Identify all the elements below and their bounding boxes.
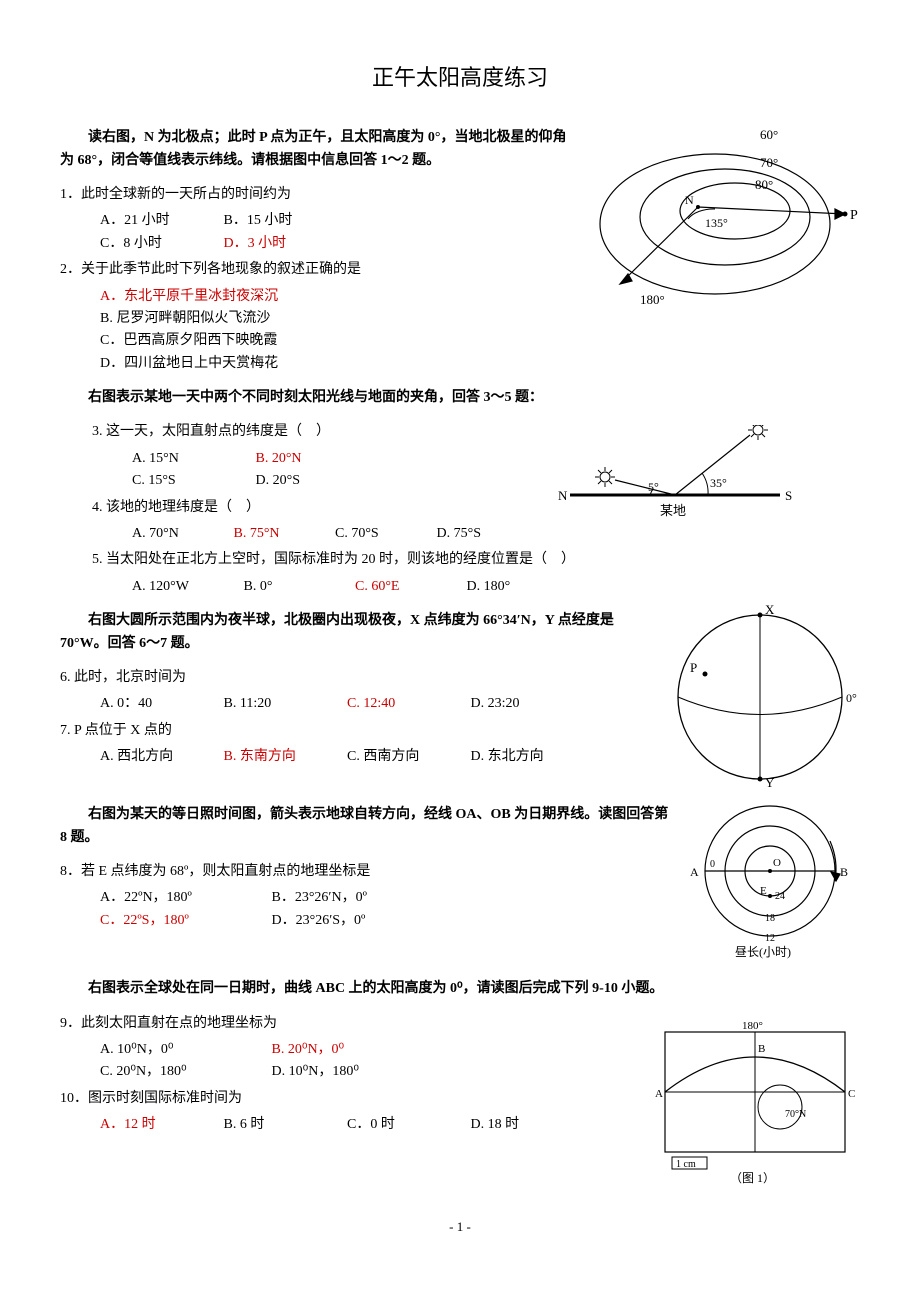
figure-5: 180° B A C 70°N 1 cm （图 1）	[650, 1017, 860, 1187]
figure-1: N P 135° 60° 70° 80° 180°	[590, 119, 860, 309]
q2-opt-b: B. 尼罗河畔朝阳似火飞流沙	[100, 308, 270, 330]
q4-opt-a: A. 70°N	[132, 523, 202, 545]
q5-stem: 5. 当太阳处在正北方上空时，国际标准时为 20 时，则该地的经度位置是（ ）	[110, 549, 860, 571]
q10-opt-c: C．0 时	[347, 1114, 439, 1136]
q7-opt-c: C. 西南方向	[347, 746, 439, 768]
q8-opt-b: B．23°26′N，0º	[272, 887, 367, 909]
svg-text:X: X	[765, 602, 775, 617]
q7-opt-a: A. 西北方向	[100, 746, 192, 768]
block-q1-2: N P 135° 60° 70° 80° 180° 读右图，N 为北极点；此时 …	[60, 115, 860, 375]
q10-opt-a: A．12 时	[100, 1114, 192, 1136]
svg-text:5°: 5°	[648, 480, 659, 494]
q3-opt-d: D. 20°S	[256, 470, 348, 492]
q2-opt-c: C．巴西高原夕阳西下映晚霞	[100, 330, 277, 352]
page-footer: - 1 -	[60, 1217, 860, 1238]
svg-text:0: 0	[710, 859, 715, 870]
q4-opt-c: C. 70°S	[335, 523, 405, 545]
svg-text:A: A	[655, 1088, 663, 1100]
svg-text:N: N	[558, 488, 568, 503]
q7-opt-b: B. 东南方向	[224, 746, 316, 768]
q4-opt-b: B. 75°N	[234, 523, 304, 545]
q4-opt-d: D. 75°S	[437, 523, 507, 545]
q1-opt-c: C．8 小时	[100, 233, 192, 255]
q1-opt-a: A．21 小时	[100, 210, 192, 232]
svg-text:60°: 60°	[760, 127, 778, 142]
q5-opt-d: D. 180°	[467, 576, 547, 598]
svg-text:0°: 0°	[846, 691, 857, 705]
q6-opt-a: A. 0：40	[100, 693, 192, 715]
svg-text:70°: 70°	[760, 155, 778, 170]
q2-opt-a: A．东北平原千里冰封夜深沉	[100, 286, 278, 308]
svg-text:B: B	[758, 1043, 765, 1055]
svg-text:70°N: 70°N	[785, 1109, 806, 1120]
svg-text:80°: 80°	[755, 177, 773, 192]
svg-text:1 cm: 1 cm	[676, 1159, 696, 1170]
block-q3-5: 右图表示某地一天中两个不同时刻太阳光线与地面的夹角，回答 3～5 题： N S	[60, 375, 860, 598]
svg-text:180°: 180°	[742, 1020, 763, 1032]
q8-opt-c: C．22ºS，180º	[100, 910, 240, 932]
svg-text:P: P	[850, 208, 858, 223]
svg-text:E: E	[760, 885, 767, 897]
svg-text:C: C	[848, 1088, 855, 1100]
svg-text:135°: 135°	[705, 216, 728, 230]
intro-2: 右图表示某地一天中两个不同时刻太阳光线与地面的夹角，回答 3～5 题：	[60, 387, 860, 409]
figure-2: N S 5° 35° 某地	[550, 425, 800, 525]
svg-text:A: A	[690, 865, 699, 879]
q5-opt-a: A. 120°W	[132, 576, 212, 598]
svg-text:18: 18	[765, 913, 775, 924]
q6-opt-c: C. 12:40	[347, 693, 439, 715]
svg-text:P: P	[690, 660, 697, 675]
svg-text:180°: 180°	[640, 292, 665, 307]
q3-opt-a: A. 15°N	[132, 448, 224, 470]
svg-text:S: S	[785, 488, 792, 503]
svg-text:B: B	[840, 865, 848, 879]
q9-opt-a: A. 10⁰N，0⁰	[100, 1039, 240, 1061]
q8-opt-d: D．23°26′S，0º	[272, 910, 366, 932]
svg-text:（图 1）: （图 1）	[730, 1171, 775, 1185]
q1-opt-d: D．3 小时	[224, 233, 316, 255]
q10-opt-b: B. 6 时	[224, 1114, 316, 1136]
q10-opt-d: D. 18 时	[471, 1114, 563, 1136]
page-title: 正午太阳高度练习	[60, 60, 860, 95]
q1-opt-b: B．15 小时	[224, 210, 316, 232]
q7-opt-d: D. 东北方向	[471, 746, 563, 768]
svg-text:Y: Y	[765, 775, 775, 790]
figure-4: A O B E 0 24 18 12 昼长(小时)	[680, 796, 860, 966]
svg-text:35°: 35°	[710, 476, 727, 490]
q6-opt-b: B. 11:20	[224, 693, 316, 715]
q5-opt-c: C. 60°E	[355, 576, 435, 598]
q8-opt-a: A．22ºN，180º	[100, 887, 240, 909]
svg-text:24: 24	[775, 891, 785, 902]
q3-opt-b: B. 20°N	[256, 448, 348, 470]
svg-text:昼长(小时): 昼长(小时)	[735, 945, 791, 959]
block-q9-10: 右图表示全球处在同一日期时，曲线 ABC 上的太阳高度为 0⁰，请读图后完成下列…	[60, 966, 860, 1186]
q9-opt-d: D. 10⁰N，180⁰	[272, 1061, 364, 1083]
q2-opt-d: D．四川盆地日上中天赏梅花	[100, 353, 278, 375]
q9-opt-b: B. 20⁰N，0⁰	[272, 1039, 364, 1061]
q3-opt-c: C. 15°S	[132, 470, 224, 492]
svg-text:N: N	[685, 193, 694, 207]
block-q8: A O B E 0 24 18 12 昼长(小时) 右图为某天的等日照时间图，箭…	[60, 792, 860, 966]
q9-opt-c: C. 20⁰N，180⁰	[100, 1061, 240, 1083]
svg-text:某地: 某地	[660, 503, 686, 518]
q6-opt-d: D. 23:20	[471, 693, 563, 715]
svg-text:O: O	[773, 857, 781, 869]
svg-text:12: 12	[765, 933, 775, 944]
q5-opt-b: B. 0°	[244, 576, 324, 598]
block-q6-7: X Y P 0° 右图大圆所示范围内为夜半球，北极圈内出现极夜，X 点纬度为 6…	[60, 598, 860, 792]
intro-5: 右图表示全球处在同一日期时，曲线 ABC 上的太阳高度为 0⁰，请读图后完成下列…	[60, 978, 860, 1000]
figure-3: X Y P 0°	[660, 602, 860, 792]
